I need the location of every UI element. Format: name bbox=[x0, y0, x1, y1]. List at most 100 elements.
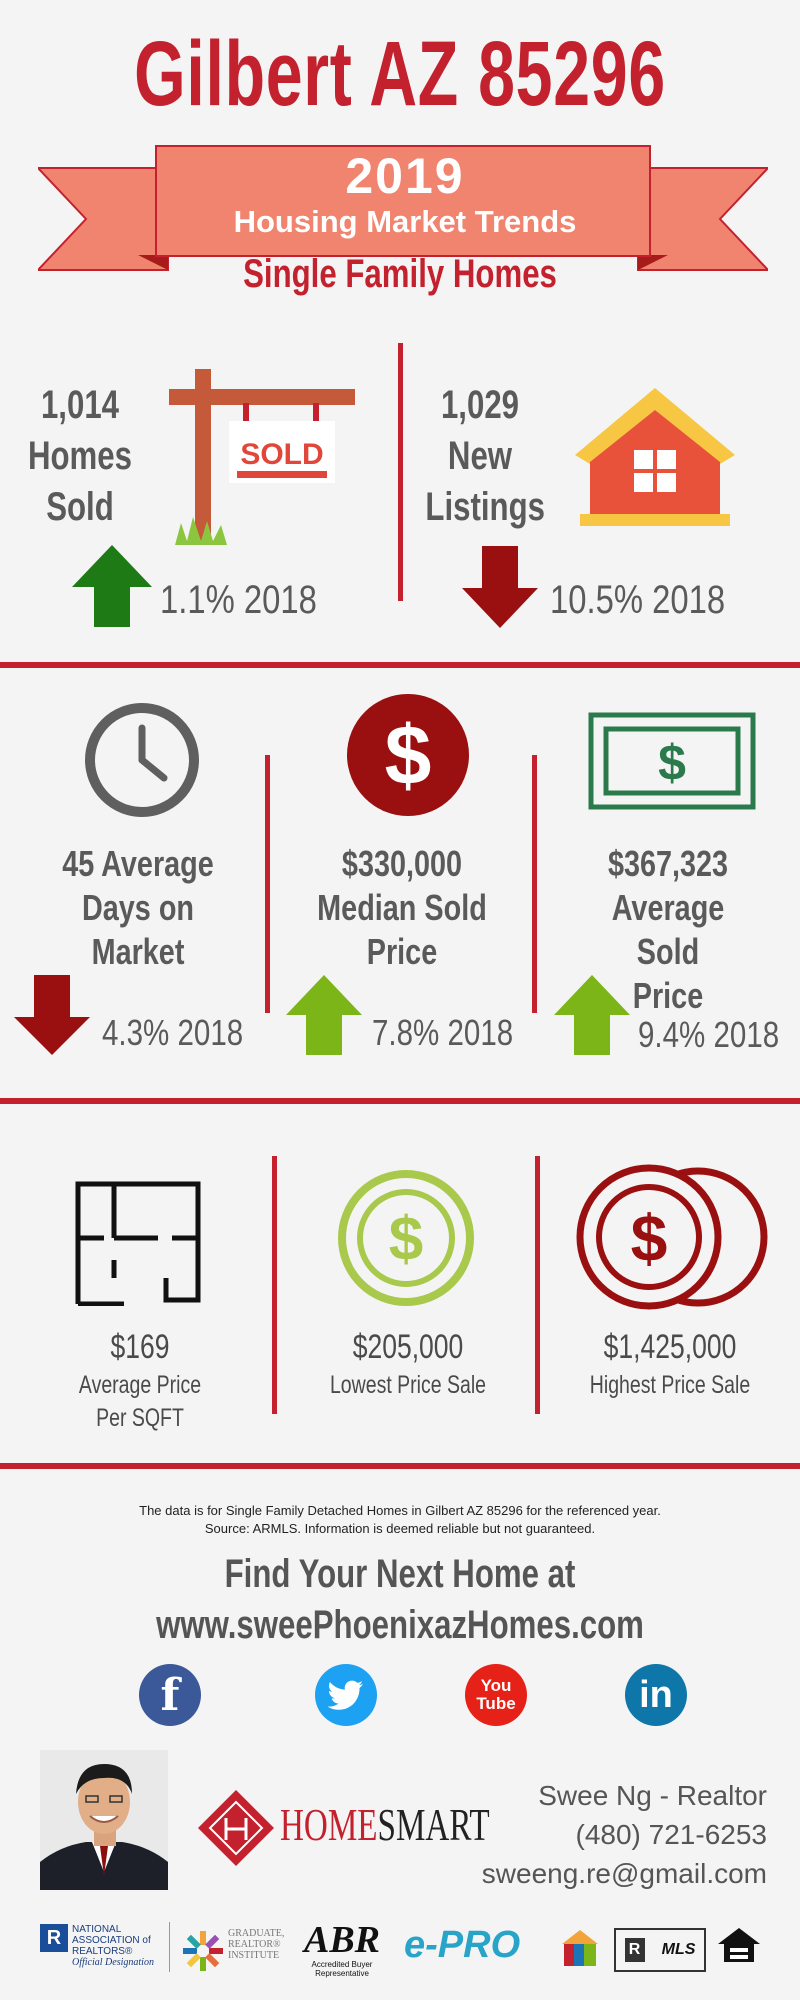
section-divider bbox=[0, 662, 800, 668]
trend-up-arrow-icon bbox=[554, 975, 630, 1055]
facebook-icon[interactable]: f bbox=[139, 1664, 201, 1726]
trend-up-arrow-icon bbox=[72, 545, 152, 627]
youtube-text-bottom: Tube bbox=[476, 1694, 516, 1713]
homes-sold-value: 1,014 bbox=[40, 383, 120, 427]
divider bbox=[272, 1156, 277, 1414]
disclaimer-line-2: Source: ARMLS. Information is deemed rel… bbox=[204, 1521, 596, 1536]
average-sold-price-label-1: Average Sold bbox=[611, 887, 725, 972]
ribbon-subtitle: Housing Market Trends bbox=[233, 204, 577, 239]
disclaimer-line-1: The data is for Single Family Detached H… bbox=[139, 1503, 661, 1518]
mls-r-icon: R bbox=[624, 1938, 645, 1962]
website-link[interactable]: www.sweePhoenixazHomes.com bbox=[156, 1603, 644, 1647]
stacked-coins-icon: $ bbox=[576, 1164, 768, 1310]
nar-badge-text: NATIONAL ASSOCIATION of REALTORS® bbox=[72, 1924, 151, 1957]
ribbon-year: 2019 bbox=[345, 148, 465, 204]
brand-home: HOME bbox=[280, 1799, 378, 1850]
agent-email[interactable]: sweeng.re@gmail.com bbox=[481, 1858, 767, 1889]
new-listings-label-1: New bbox=[447, 434, 513, 478]
abr-badge-text: ABR bbox=[303, 1919, 381, 1961]
average-sold-price-label-2: Price bbox=[632, 975, 704, 1016]
twitter-bird-icon bbox=[328, 1680, 363, 1710]
gri-badge: GRADUATE, REALTOR® INSTITUTE bbox=[228, 1928, 285, 1961]
mls-badge: R MLS bbox=[614, 1928, 706, 1972]
section-divider bbox=[0, 1098, 800, 1104]
lowest-price-label: Lowest Price Sale bbox=[329, 1371, 487, 1399]
divider bbox=[169, 1922, 170, 1972]
homes-sold-label-1: Homes bbox=[27, 434, 133, 478]
homes-sold-stat: 1,014 Homes Sold bbox=[25, 380, 134, 533]
price-per-sqft-label-2: Per SQFT bbox=[96, 1404, 184, 1432]
average-sold-price-stat: $367,323 Average Sold Price bbox=[578, 842, 757, 1018]
ribbon-banner bbox=[38, 145, 768, 271]
epro-badge: e-PRO bbox=[404, 1924, 521, 1966]
divider bbox=[532, 755, 537, 1013]
svg-text:$: $ bbox=[658, 735, 686, 791]
price-per-sqft-label: Average Price Per SQFT bbox=[54, 1369, 226, 1435]
clock-icon bbox=[85, 703, 199, 817]
homes-sold-change: 1.1% 2018 bbox=[160, 578, 317, 622]
homesmart-logo-icon bbox=[198, 1790, 274, 1866]
linkedin-icon[interactable]: in bbox=[625, 1664, 687, 1726]
abr-badge-sub: Accredited Buyer Representative bbox=[311, 1960, 373, 1978]
agent-photo bbox=[40, 1750, 168, 1890]
sold-sign-text: SOLD bbox=[240, 438, 323, 471]
new-listings-change: 10.5% 2018 bbox=[550, 578, 726, 622]
divider bbox=[398, 343, 403, 601]
median-sold-price-value: $330,000 bbox=[341, 843, 463, 884]
new-listings-stat: 1,029 New Listings bbox=[425, 380, 546, 533]
price-per-sqft-label-1: Average Price bbox=[78, 1371, 202, 1399]
page-title: Gilbert AZ 85296 bbox=[134, 23, 666, 125]
new-listings-value: 1,029 bbox=[440, 383, 520, 427]
svg-text:$: $ bbox=[631, 1201, 668, 1275]
svg-text:$: $ bbox=[389, 1205, 423, 1274]
gri-sunburst-icon bbox=[183, 1931, 223, 1971]
average-sold-price-value: $367,323 bbox=[607, 843, 729, 884]
dollar-bill-icon: $ bbox=[588, 712, 756, 810]
diversity-icon bbox=[562, 1930, 598, 1966]
agent-phone[interactable]: (480) 721-6253 bbox=[575, 1819, 767, 1850]
house-icon bbox=[575, 388, 735, 526]
mls-badge-text: MLS bbox=[661, 1941, 696, 1958]
trend-down-arrow-icon bbox=[462, 546, 538, 628]
divider bbox=[265, 755, 270, 1013]
agent-name: Swee Ng - Realtor bbox=[538, 1780, 767, 1811]
nar-badge: NATIONAL ASSOCIATION of REALTORS® Offici… bbox=[72, 1924, 164, 1968]
average-sold-price-change: 9.4% 2018 bbox=[638, 1014, 780, 1055]
new-listings-label-2: Listings bbox=[425, 485, 546, 529]
agent-contact: Swee Ng - Realtor (480) 721-6253 sweeng.… bbox=[447, 1776, 767, 1893]
section-divider bbox=[0, 1463, 800, 1469]
cta-heading: Find Your Next Home at bbox=[224, 1552, 576, 1596]
twitter-icon[interactable] bbox=[315, 1664, 377, 1726]
days-on-market-value: 45 Average bbox=[62, 843, 214, 884]
days-on-market-label-1: Days on bbox=[81, 887, 195, 928]
homes-sold-label-2: Sold bbox=[46, 485, 114, 529]
days-on-market-change: 4.3% 2018 bbox=[102, 1012, 244, 1053]
realtor-r-icon: R bbox=[40, 1924, 68, 1952]
svg-text:$: $ bbox=[385, 708, 432, 802]
nar-badge-sub: Official Designation bbox=[72, 1957, 154, 1968]
median-sold-price-label-2: Price bbox=[366, 931, 438, 972]
disclaimer: The data is for Single Family Detached H… bbox=[0, 1502, 800, 1538]
abr-badge: ABR Accredited Buyer Representative bbox=[286, 1920, 398, 1978]
price-per-sqft-value: $169 bbox=[110, 1328, 170, 1366]
trend-up-arrow-icon bbox=[286, 975, 362, 1055]
dollar-coin-outline-icon: $ bbox=[338, 1170, 474, 1306]
sold-sign-icon: SOLD bbox=[169, 369, 355, 545]
highest-price-label: Highest Price Sale bbox=[589, 1371, 751, 1399]
lowest-price-value: $205,000 bbox=[352, 1328, 464, 1366]
median-sold-price-stat: $330,000 Median Sold Price bbox=[312, 842, 491, 974]
median-sold-price-change: 7.8% 2018 bbox=[372, 1012, 514, 1053]
floor-plan-icon bbox=[75, 1181, 201, 1306]
youtube-icon[interactable]: You Tube bbox=[465, 1664, 527, 1726]
category-label: Single Family Homes bbox=[243, 252, 557, 296]
brand-smart: SMART bbox=[377, 1799, 490, 1850]
days-on-market-stat: 45 Average Days on Market bbox=[50, 842, 226, 974]
highest-price-value: $1,425,000 bbox=[603, 1328, 737, 1366]
median-sold-price-label-1: Median Sold bbox=[317, 887, 487, 928]
equal-housing-icon bbox=[718, 1928, 760, 1962]
divider bbox=[535, 1156, 540, 1414]
youtube-text-top: You bbox=[480, 1676, 512, 1695]
homesmart-logo: HOMESMART bbox=[280, 1798, 490, 1851]
dollar-coin-icon: $ bbox=[347, 694, 469, 816]
days-on-market-label-2: Market bbox=[91, 931, 185, 972]
